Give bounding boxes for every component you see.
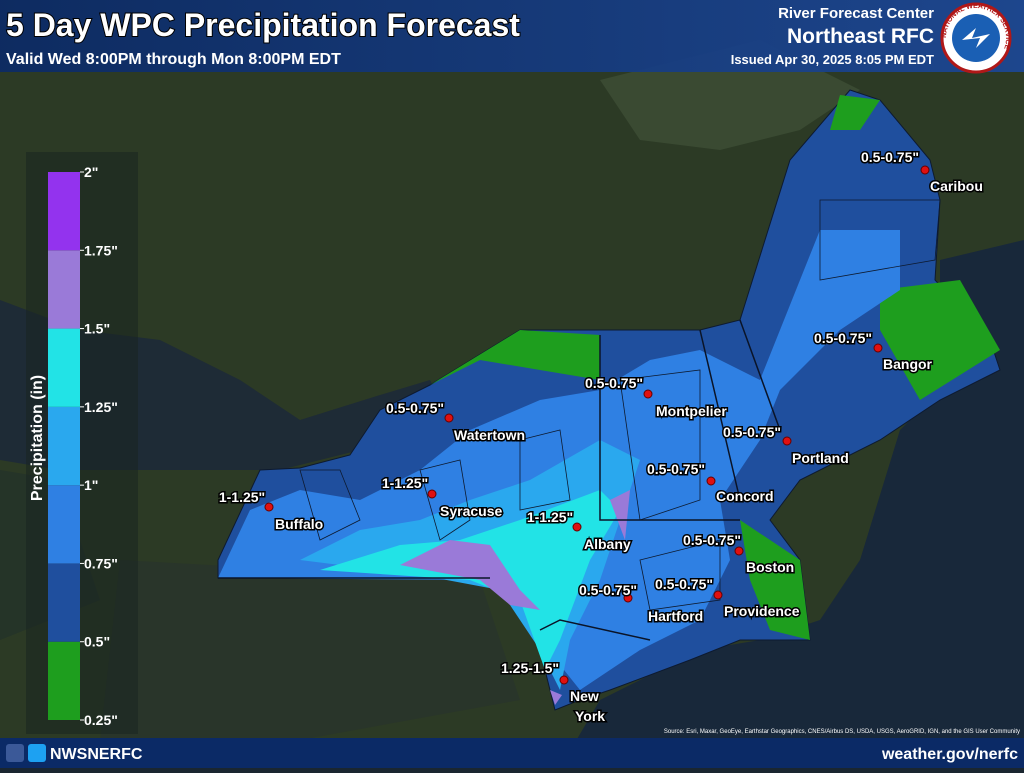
city-dot [559,675,569,685]
city-amount: 0.5-0.75" [647,461,705,477]
county-lines [299,199,941,611]
legend-tick-label: 0.5" [84,634,110,650]
city-amount: 0.5-0.75" [386,400,444,416]
ocean [560,240,1024,768]
city-amount: 1-1.25" [382,475,428,491]
footer-bar [0,738,1024,768]
twitter-icon [28,744,46,762]
city-amount: 0.5-0.75" [814,330,872,346]
city-dot [623,593,633,603]
city-name: Bangor [883,356,933,372]
city-name: Providence [724,603,800,619]
subtitle: Valid Wed 8:00PM through Mon 8:00PM EDT [6,51,341,68]
city-dot [643,389,653,399]
city-amount: 1.25-1.5" [501,660,559,676]
city-name: Buffalo [275,516,323,532]
city-amount: 0.5-0.75" [683,532,741,548]
city-markers: 0.5-0.75" Caribou 0.5-0.75" Bangor 0.5-0.75"… [217,148,984,726]
city-dot [572,522,582,532]
city-name: Watertown [454,427,525,443]
footer-handle: NWSNERFC [50,746,143,763]
legend-swatch [48,485,80,564]
legend-tick-label: 0.75" [84,555,118,571]
legend: 0.25" 0.5" 0.75" 1" 1.25" 1.5" 1.75" 2" [48,164,118,728]
source-credit: Source: Esri, Maxar, GeoEye, Earthstar G… [664,729,1020,735]
city-amount: 1-1.25" [527,509,573,525]
legend-tick-label: 1.75" [84,242,118,258]
city-name: Albany [584,536,631,552]
title: 5 Day WPC Precipitation Forecast [6,7,520,43]
legend-swatch [48,328,80,407]
legend-tick-label: 2" [84,164,98,180]
city-name: Concord [716,488,774,504]
region-highest [400,490,630,705]
city-dot [734,546,744,556]
land-south [100,560,520,740]
city-amount: 0.5-0.75" [579,582,637,598]
header-bar [0,0,1024,72]
region-higher [320,490,620,670]
legend-panel [26,152,138,734]
region-mid [218,230,900,690]
city-amount: 1-1.25" [219,489,265,505]
state-lines [218,319,781,641]
legend-swatch [48,172,80,251]
city-dot [782,436,792,446]
region-low [430,95,1000,640]
city-name: Montpelier [656,403,727,419]
center-name: Northeast RFC [787,25,934,48]
city-dot [427,489,437,499]
city-name: Hartford [648,608,703,624]
city-dot [444,413,454,423]
legend-swatch [48,563,80,642]
legend-title: Precipitation (in) [29,375,46,501]
logo-bolt [962,28,990,48]
legend-tick-label: 1.5" [84,321,110,337]
legend-tick-label: 1" [84,477,98,493]
city-name: Portland [792,450,849,466]
city-name: Caribou [930,178,983,194]
footer-url: weather.gov/nerfc [881,746,1018,763]
city-name: Syracuse [440,503,502,519]
city-dot [873,343,883,353]
legend-swatch [48,406,80,486]
city-amount: 0.5-0.75" [585,375,643,391]
legend-swatch [48,641,80,720]
city-amount: 0.5-0.75" [861,149,919,165]
city-name: Boston [746,559,794,575]
city-dot [713,590,723,600]
city-amount: 0.5-0.75" [723,424,781,440]
city-dot [920,165,930,175]
city-name: New York [570,688,605,724]
city-dot [706,476,716,486]
center-line: River Forecast Center [778,5,934,22]
city-name-line: York [575,708,605,724]
legend-tick-label: 1.25" [84,399,118,415]
legend-tick-label: 0.25" [84,712,118,728]
legend-swatch [48,250,80,329]
facebook-icon [6,744,24,762]
city-name-line: New [570,688,599,704]
city-amount: 0.5-0.75" [655,576,713,592]
issued: Issued Apr 30, 2025 8:05 PM EDT [731,52,934,67]
city-dot [264,502,274,512]
